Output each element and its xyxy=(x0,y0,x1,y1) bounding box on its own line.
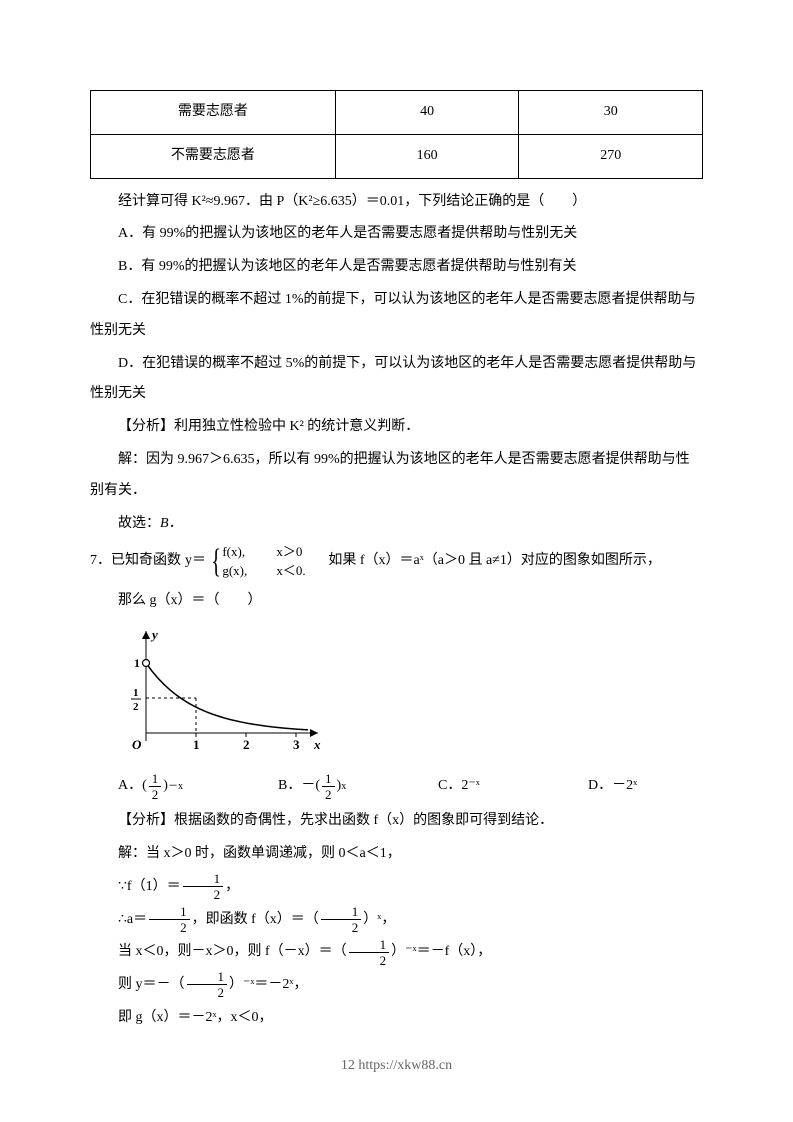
data-table: 需要志愿者 40 30 不需要志愿者 160 270 xyxy=(90,90,703,179)
q7-stem: 7．已知奇函数 y＝ { f(x),x＞0 g(x),x＜0. 如果 f（x）＝… xyxy=(90,543,703,579)
s4-pre: 当 x＜0，则－x＞0，则 f（－x）＝（ xyxy=(118,944,347,959)
opt-b-label: B． xyxy=(278,771,301,802)
pw-r2a: g(x), xyxy=(222,562,276,580)
s2-post: ， xyxy=(225,879,239,894)
option-d: D．在犯错误的概率不超过 5%的前提下，可以认为该地区的老年人是否需要志愿者提供… xyxy=(90,349,703,411)
s4-post: ）⁻ˣ＝－f（x）， xyxy=(391,944,491,959)
q7-sol4: 当 x＜0，则－x＞0，则 f（－x）＝（12 ）⁻ˣ＝－f（x）， xyxy=(90,937,703,968)
brace-icon: { xyxy=(211,545,221,579)
q7-opt-d: D．－2ˣ xyxy=(588,771,688,802)
b-neg: － xyxy=(301,771,315,802)
s3-pre: ∴a＝ xyxy=(118,912,147,927)
b-fn: 1 xyxy=(322,772,335,787)
s2-fd: 2 xyxy=(186,887,221,901)
q7-opt-a: A． (12)－x xyxy=(118,771,278,802)
b-exp: x xyxy=(341,776,346,798)
s5-post: ）⁻ˣ＝－2ˣ， xyxy=(229,977,307,992)
pw-r1a: f(x), xyxy=(222,543,276,561)
s2-fn: 1 xyxy=(183,872,224,887)
cell: 30 xyxy=(519,91,703,135)
q7-prefix: 7．已知奇函数 xyxy=(90,546,181,577)
answer-value: B． xyxy=(160,516,183,531)
svg-text:1: 1 xyxy=(134,656,140,670)
s4-fd: 2 xyxy=(352,953,387,967)
svg-text:y: y xyxy=(150,627,158,642)
svg-text:2: 2 xyxy=(133,701,139,713)
svg-text:2: 2 xyxy=(243,737,250,752)
svg-text:1: 1 xyxy=(133,687,139,699)
q7-sol6: 即 g（x）＝－2ˣ，x＜0， xyxy=(90,1003,703,1034)
cell: 需要志愿者 xyxy=(91,91,336,135)
s5-fn: 1 xyxy=(187,970,228,985)
q7-yeq: y＝ xyxy=(185,546,206,577)
s3-f2n: 1 xyxy=(321,905,362,920)
s5-pre: 则 y＝－（ xyxy=(118,977,185,992)
q7-opt-c: C．2⁻ˣ xyxy=(438,771,588,802)
a-fd: 2 xyxy=(152,787,159,801)
option-c: C．在犯错误的概率不超过 1%的前提下，可以认为该地区的老年人是否需要志愿者提供… xyxy=(90,285,703,347)
answer-label: 故选： xyxy=(118,516,160,531)
svg-text:x: x xyxy=(313,737,321,752)
s3-f1n: 1 xyxy=(149,905,190,920)
cell: 160 xyxy=(335,134,519,178)
s3-post: ）ˣ， xyxy=(363,912,395,927)
pw-r1b: x＞0 xyxy=(276,543,326,561)
analysis-text: 【分析】利用独立性检验中 K² 的统计意义判断． xyxy=(90,412,703,443)
table-row: 需要志愿者 40 30 xyxy=(91,91,703,135)
q7-sol3: ∴a＝12，即函数 f（x）＝（12）ˣ， xyxy=(90,905,703,936)
s2-pre: ∵f（1）＝ xyxy=(118,879,181,894)
page-content: 需要志愿者 40 30 不需要志愿者 160 270 经计算可得 K²≈9.96… xyxy=(90,90,703,1034)
q7-mid: 如果 f（x）＝aˣ（a＞0 且 a≠1）对应的图象如图所示， xyxy=(328,546,661,577)
solution-text: 解：因为 9.967＞6.635，所以有 99%的把握认为该地区的老年人是否需要… xyxy=(90,445,703,507)
pw-r2b: x＜0. xyxy=(276,562,326,580)
piecewise: { f(x),x＞0 g(x),x＜0. xyxy=(208,543,326,579)
q7-graph: O 1 2 3 x y 1 1 2 xyxy=(118,623,703,766)
a-exp: －x xyxy=(168,776,183,798)
q7-options: A． (12)－x B． －(12)x C．2⁻ˣ D．－2ˣ xyxy=(118,771,703,802)
svg-text:1: 1 xyxy=(193,737,200,752)
a-fn: 1 xyxy=(149,772,162,787)
cell: 40 xyxy=(335,91,519,135)
s3-f2d: 2 xyxy=(324,920,359,934)
b-fd: 2 xyxy=(325,787,332,801)
q7-sol5: 则 y＝－（12 ）⁻ˣ＝－2ˣ， xyxy=(90,970,703,1001)
cell: 不需要志愿者 xyxy=(91,134,336,178)
intro-text: 经计算可得 K²≈9.967．由 P（K²≥6.635）＝0.01，下列结论正确… xyxy=(90,187,703,218)
s3-f1d: 2 xyxy=(152,920,187,934)
svg-text:O: O xyxy=(132,737,142,752)
table-row: 不需要志愿者 160 270 xyxy=(91,134,703,178)
q7-sol2: ∵f（1）＝12 ， xyxy=(90,872,703,903)
s5-fd: 2 xyxy=(190,985,225,999)
option-b: B．有 99%的把握认为该地区的老年人是否需要志愿者提供帮助与性别有关 xyxy=(90,252,703,283)
q7-sol1: 解：当 x＞0 时，函数单调递减，则 0＜a＜1， xyxy=(90,839,703,870)
q7-opt-b: B． －(12)x xyxy=(278,771,438,802)
s3-mid: ，即函数 f（x）＝（ xyxy=(192,912,319,927)
svg-text:3: 3 xyxy=(293,737,300,752)
page-footer: 12 https://xkw88.cn xyxy=(0,1058,793,1074)
q7-analysis: 【分析】根据函数的奇偶性，先求出函数 f（x）的图象即可得到结论． xyxy=(90,806,703,837)
s4-fn: 1 xyxy=(349,938,390,953)
opt-a-label: A． xyxy=(118,771,142,802)
answer-line: 故选：B． xyxy=(90,509,703,540)
cell: 270 xyxy=(519,134,703,178)
option-a: A．有 99%的把握认为该地区的老年人是否需要志愿者提供帮助与性别无关 xyxy=(90,219,703,250)
q7-then: 那么 g（x）＝（ ） xyxy=(90,586,703,617)
